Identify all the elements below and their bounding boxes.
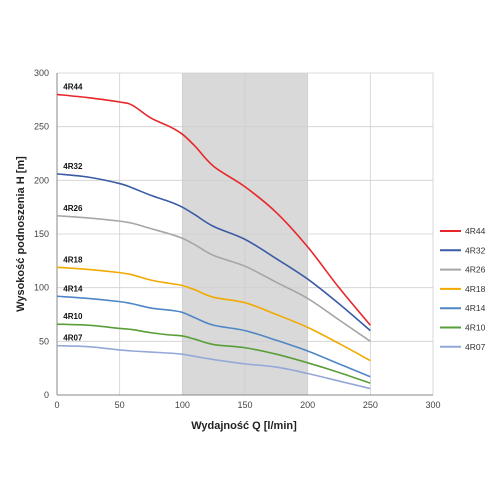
- series-label-4r14: 4R14: [63, 284, 83, 293]
- series-line-4r18: [56, 266, 371, 362]
- legend-label-4r14: 4R14: [465, 303, 486, 313]
- y-tick-label: 50: [39, 336, 49, 346]
- x-tick-label: 150: [237, 400, 252, 410]
- legend-label-4r07: 4R07: [465, 342, 486, 352]
- x-tick-label: 250: [363, 400, 378, 410]
- y-tick-labels: 0 50 100 150 200 250 300: [34, 68, 49, 400]
- x-axis-title: Wydajność Q [l/min]: [191, 420, 297, 432]
- y-tick-label: 150: [34, 229, 49, 239]
- legend-label-4r18: 4R18: [465, 284, 486, 294]
- series-labels: 4R44 4R32 4R26 4R18 4R14 4R10 4R07: [63, 82, 83, 342]
- series-line-4r10: [56, 323, 371, 384]
- legend: 4R44 4R32 4R26 4R18 4R14 4R10 4R07: [440, 226, 486, 352]
- x-tick-label: 300: [425, 400, 440, 410]
- series-lines: [56, 93, 371, 390]
- series-label-4r07: 4R07: [63, 334, 83, 343]
- legend-label-4r32: 4R32: [465, 245, 486, 255]
- legend-label-4r10: 4R10: [465, 323, 486, 333]
- series-label-4r18: 4R18: [63, 255, 83, 264]
- series-line-4r07: [56, 344, 371, 390]
- axes: [56, 73, 433, 396]
- x-tick-label: 50: [115, 400, 125, 410]
- legend-label-4r44: 4R44: [465, 226, 486, 236]
- series-line-4r44: [56, 93, 371, 326]
- series-line-4r26: [56, 214, 371, 342]
- series-label-4r26: 4R26: [63, 204, 83, 213]
- y-axis-title: Wysokość podnoszenia H [m]: [15, 156, 27, 312]
- y-tick-label: 250: [34, 122, 49, 132]
- legend-label-4r26: 4R26: [465, 265, 486, 275]
- series-label-4r10: 4R10: [63, 312, 83, 321]
- y-tick-label: 300: [34, 68, 49, 78]
- y-tick-label: 0: [44, 390, 49, 400]
- series-line-4r14: [56, 295, 371, 378]
- y-tick-label: 100: [34, 283, 49, 293]
- x-tick-label: 200: [300, 400, 315, 410]
- series-label-4r44: 4R44: [63, 82, 83, 91]
- series-label-4r32: 4R32: [63, 162, 83, 171]
- y-tick-label: 200: [34, 175, 49, 185]
- series-line-4r32: [56, 173, 371, 332]
- x-tick-label: 100: [175, 400, 190, 410]
- x-tick-label: 0: [54, 400, 59, 410]
- x-tick-labels: 0 50 100 150 200 250 300: [54, 400, 440, 410]
